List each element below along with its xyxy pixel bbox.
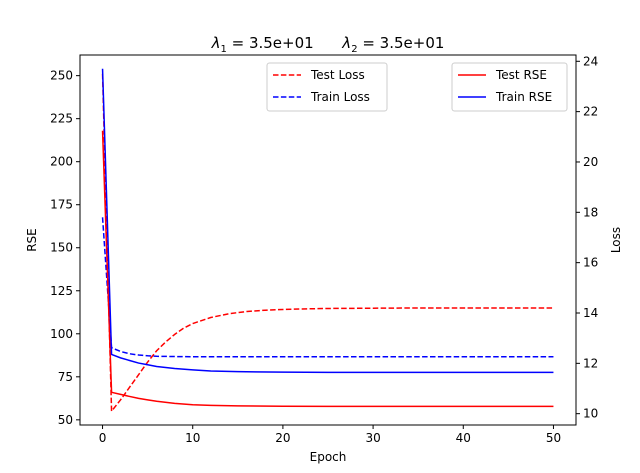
- y-left-tick-label: 225: [50, 112, 73, 126]
- title-subscript: 2: [351, 44, 357, 55]
- plot-frame: [79, 54, 577, 426]
- title-value: = 3.5e+01: [358, 34, 445, 52]
- x-axis-label: Epoch: [310, 450, 347, 464]
- y-left-tick-label: 100: [50, 327, 73, 341]
- x-tick-label: 10: [185, 431, 200, 445]
- y-right-tick-label: 18: [583, 205, 598, 219]
- axes-layer: 0 10 20 30 40 50 50 75 100 125 150 175 200 225 250 10 12…: [25, 54, 623, 464]
- y-right-tick-label: 16: [583, 256, 598, 270]
- series-line-train-loss: [101, 217, 554, 358]
- x-tick-label: 20: [275, 431, 290, 445]
- series-layer: [101, 68, 554, 412]
- y-right-tick-label: 14: [583, 306, 598, 320]
- series-line-test-rse: [101, 130, 554, 408]
- title-lambda: λ: [341, 34, 351, 52]
- series-line-train-rse: [101, 68, 554, 374]
- y-left-tick-label: 150: [50, 241, 73, 255]
- y-right-tick-label: 10: [583, 407, 598, 421]
- y-right-tick-label: 24: [583, 54, 598, 68]
- y-right-tick-label: 22: [583, 105, 598, 119]
- x-tick-label: 40: [456, 431, 471, 445]
- chart-title: λ1 = 3.5e+01 λ2 = 3.5e+01: [211, 34, 445, 55]
- x-tick-label: 30: [365, 431, 380, 445]
- legend-label: Test Loss: [310, 68, 365, 82]
- y-right-tick-label: 12: [583, 356, 598, 370]
- y-right-tick-label: 20: [583, 155, 598, 169]
- x-tick-label: 0: [99, 431, 107, 445]
- title-value: = 3.5e+01: [227, 34, 314, 52]
- title-gap: [314, 34, 343, 52]
- x-tick-label: 50: [546, 431, 561, 445]
- legend-label: Train Loss: [310, 90, 370, 104]
- y-left-tick-label: 175: [50, 198, 73, 212]
- y-left-tick-label: 50: [58, 413, 73, 427]
- legend-label: Train RSE: [495, 90, 552, 104]
- y-left-tick-label: 250: [50, 69, 73, 83]
- series-line-test-loss: [101, 73, 554, 412]
- y-left-tick-label: 75: [58, 370, 73, 384]
- y-left-axis-label: RSE: [25, 228, 39, 252]
- legend-label: Test RSE: [495, 68, 547, 82]
- title-lambda: λ: [211, 34, 221, 52]
- y-left-tick-label: 200: [50, 155, 73, 169]
- y-left-tick-label: 125: [50, 284, 73, 298]
- y-right-axis-label: Loss: [609, 227, 623, 253]
- legend-layer: Test Loss Train Loss Test RSE Train RSE: [266, 62, 568, 112]
- title-text: λ1 = 3.5e+01 λ2 = 3.5e+01: [211, 34, 445, 55]
- title-subscript: 1: [220, 44, 226, 55]
